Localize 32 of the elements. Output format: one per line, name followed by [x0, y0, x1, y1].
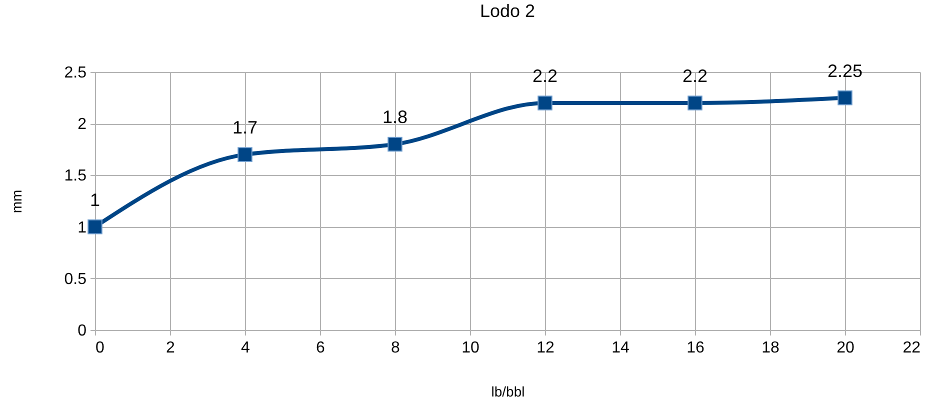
y-axis-title: mm [8, 190, 24, 214]
x-tick-label: 2 [166, 340, 176, 356]
x-tick-label: 10 [462, 340, 480, 356]
point [838, 90, 852, 106]
x-tick-label: 8 [391, 340, 400, 356]
chart-title: Lodo 2 [480, 0, 536, 21]
x-tick-label: 14 [612, 340, 630, 356]
x-tick-label: 22 [902, 340, 921, 356]
x-tick-label: 18 [762, 340, 780, 356]
y-tick-label: 0 [78, 322, 87, 340]
x-tick-label: 4 [241, 340, 250, 356]
point [238, 147, 252, 162]
y-tick-label: 0.5 [64, 270, 87, 288]
x-tick-label: 12 [536, 340, 554, 356]
data-label: 2.2 [682, 66, 708, 86]
x-tick-label: 6 [316, 340, 326, 356]
data-label: 1.7 [232, 118, 258, 138]
x-tick-label: 20 [836, 340, 854, 356]
x-axis-title: lb/bbl [491, 384, 525, 400]
data-label: 2.25 [827, 60, 863, 81]
y-tick-label: 2 [78, 116, 87, 134]
point [688, 96, 702, 110]
point [88, 219, 102, 234]
point [538, 96, 552, 110]
data-label: 1.8 [382, 107, 408, 128]
data-label: 2.2 [532, 66, 558, 86]
y-tick-label: 1 [78, 219, 87, 236]
y-tick-label: 1.5 [64, 168, 87, 185]
x-tick-label: 16 [686, 340, 704, 356]
y-tick-label: 2.5 [64, 64, 87, 82]
x-tick-label: 0 [96, 340, 104, 356]
point [388, 136, 402, 152]
